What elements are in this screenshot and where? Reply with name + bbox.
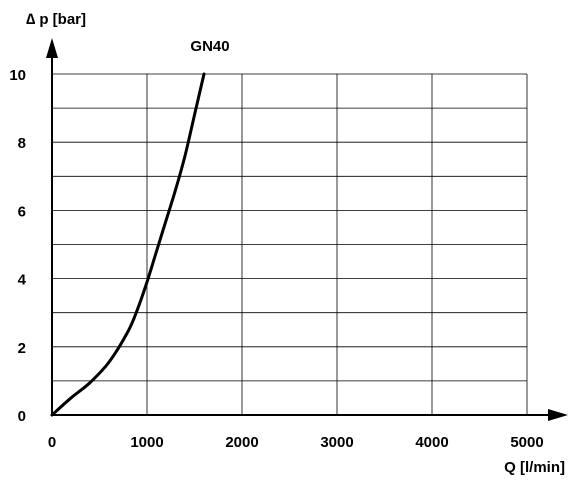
series-label: GN40 <box>190 38 229 55</box>
x-tick-label: 4000 <box>415 434 448 451</box>
series: GN40 <box>50 38 230 417</box>
y-tick-label: 0 <box>18 408 26 425</box>
x-tick-label: 1000 <box>130 434 163 451</box>
axes <box>46 38 568 421</box>
x-axis-title: Q [l/min] <box>504 459 565 476</box>
x-tick-label: 2000 <box>225 434 258 451</box>
x-axis-arrow-icon <box>548 409 568 421</box>
y-axis-title: ∆ p [bar] <box>26 11 86 28</box>
grid <box>51 73 528 416</box>
series-line-gn40 <box>50 72 206 417</box>
y-tick-label: 4 <box>18 272 27 289</box>
y-tick-label: 8 <box>18 135 26 152</box>
x-tick-label: 5000 <box>510 434 543 451</box>
y-tick-label: 2 <box>18 340 26 357</box>
x-tick-label: 0 <box>48 434 56 451</box>
x-tick-label: 3000 <box>320 434 353 451</box>
y-tick-label: 10 <box>9 67 26 84</box>
y-tick-label: 6 <box>18 203 26 220</box>
tick-labels: 0 1000 2000 3000 4000 5000 0 2 4 6 8 10 <box>9 67 543 451</box>
y-axis-arrow-icon <box>46 38 58 58</box>
